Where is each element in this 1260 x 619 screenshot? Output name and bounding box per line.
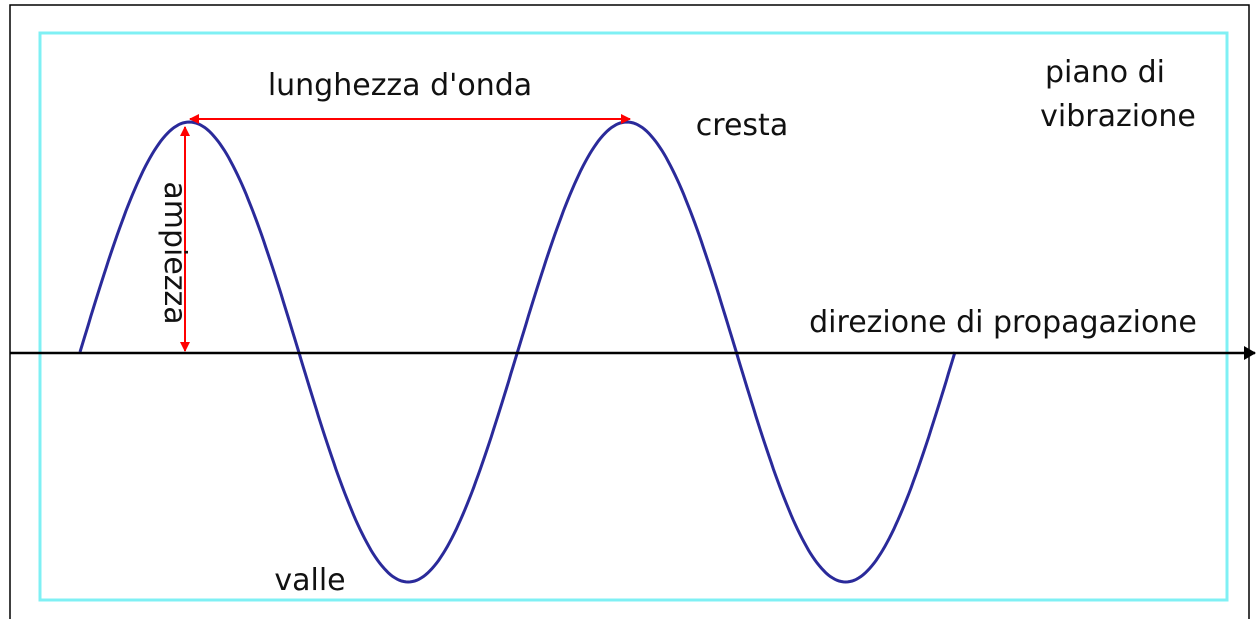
plane-label: piano di <box>1045 55 1165 90</box>
vibration-plane <box>38 31 1229 602</box>
plane-label: vibrazione <box>1040 99 1196 134</box>
crest-label: cresta <box>696 108 788 143</box>
trough-label: valle <box>274 563 345 598</box>
wavelength-label: lunghezza d'onda <box>268 68 532 103</box>
amplitude-label: ampiezza <box>157 181 192 324</box>
outer-frame <box>9 4 1250 619</box>
direction-label: direzione di propagazione <box>809 305 1197 340</box>
